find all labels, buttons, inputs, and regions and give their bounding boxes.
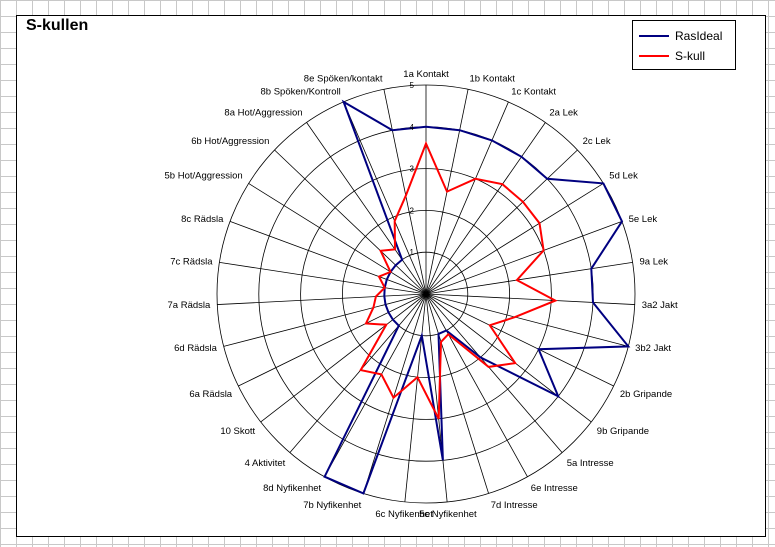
- category-label-7: 9a Lek: [640, 256, 669, 267]
- category-label-21: 6a Rädsla: [189, 389, 232, 400]
- ring-tick-label-4: 4: [410, 123, 415, 132]
- category-label-15: 5c Nyfikenhet: [419, 509, 477, 520]
- category-label-19: 4 Aktivitet: [245, 458, 286, 469]
- legend-label-rasideal: RasIdeal: [675, 29, 723, 43]
- spoke-29: [343, 101, 427, 295]
- ring-tick-label-1: 1: [410, 248, 415, 257]
- spoke-2: [425, 101, 509, 295]
- chart-area[interactable]: [16, 15, 766, 537]
- category-label-26: 5b Hot/Aggression: [165, 171, 243, 182]
- spoke-5: [425, 183, 604, 295]
- spoke-10: [425, 293, 614, 387]
- spoke-27: [274, 149, 427, 295]
- category-label-25: 8c Rädsla: [181, 214, 224, 225]
- legend-item-s-kull: S-kull: [639, 48, 734, 64]
- legend-item-rasideal: RasIdeal: [639, 28, 734, 44]
- spoke-26: [248, 183, 427, 295]
- spoke-9: [425, 293, 629, 347]
- category-label-22: 6d Rädsla: [174, 343, 217, 354]
- category-label-24: 7c Rädsla: [170, 256, 213, 267]
- category-label-4: 2c Lek: [583, 136, 611, 147]
- spoke-21: [238, 293, 427, 387]
- spoke-3: [425, 122, 546, 295]
- spoke-20: [260, 293, 427, 423]
- category-label-18: 8d Nyfikenhet: [263, 483, 321, 494]
- legend[interactable]: RasIdeal S-kull: [632, 20, 736, 70]
- series-line-0: [323, 99, 631, 495]
- ring-tick-label-5: 5: [410, 81, 415, 90]
- spoke-14: [425, 293, 489, 494]
- category-label-10: 2b Gripande: [620, 389, 672, 400]
- legend-line-rasideal: [639, 35, 669, 37]
- radar-web: [216, 84, 636, 504]
- category-labels: 1a Kontakt 1b Kontakt 1c Kontakt 2a Lek 2c L…: [165, 69, 678, 520]
- category-label-29: 8b Spöken/Kontroll: [261, 87, 341, 98]
- spoke-24: [219, 261, 427, 295]
- category-label-0: 1a Kontakt: [403, 69, 449, 80]
- spoke-4: [425, 149, 578, 295]
- legend-line-s-kull: [639, 55, 669, 57]
- ring-tick-labels: 1 2 3 4 5: [410, 81, 415, 257]
- category-label-23: 7a Rädsla: [168, 300, 211, 311]
- category-label-2: 1c Kontakt: [511, 87, 556, 98]
- spoke-11: [425, 293, 592, 423]
- legend-label-s-kull: S-kull: [675, 49, 706, 63]
- category-label-6: 5e Lek: [629, 214, 658, 225]
- category-label-14: 7d Intresse: [491, 500, 538, 511]
- category-label-28: 8a Hot/Aggression: [224, 108, 302, 119]
- spoke-16: [404, 293, 427, 502]
- spoke-8: [425, 293, 635, 305]
- category-label-8: 3a2 Jakt: [642, 300, 678, 311]
- category-label-30: 8e Spöken/kontakt: [304, 73, 383, 84]
- spoke-23: [217, 293, 427, 305]
- category-label-5: 5d Lek: [609, 171, 638, 182]
- spoke-15: [425, 293, 448, 502]
- spoke-17: [363, 293, 427, 494]
- spoke-30: [383, 89, 427, 295]
- spoke-22: [223, 293, 427, 347]
- ring-tick-label-3: 3: [410, 165, 415, 174]
- ring-tick-label-2: 2: [410, 206, 415, 215]
- spoke-12: [425, 293, 563, 453]
- category-label-1: 1b Kontakt: [470, 73, 516, 84]
- category-label-11: 9b Gripande: [597, 426, 649, 437]
- spoke-28: [306, 122, 427, 295]
- spoke-25: [229, 221, 427, 295]
- radar-series: [323, 99, 631, 495]
- category-label-9: 3b2 Jakt: [635, 343, 671, 354]
- category-label-17: 7b Nyfikenhet: [303, 500, 361, 511]
- series-line-1: [359, 140, 558, 420]
- spoke-19: [289, 293, 427, 453]
- chart-title: S-kullen: [26, 17, 89, 34]
- spoke-7: [425, 261, 633, 295]
- category-label-20: 10 Skott: [220, 426, 255, 437]
- spoke-13: [425, 293, 528, 477]
- category-label-3: 2a Lek: [549, 108, 578, 119]
- category-label-16: 6c Nyfikenhet: [375, 509, 433, 520]
- category-label-13: 6e Intresse: [531, 483, 578, 494]
- spoke-18: [324, 293, 427, 477]
- spoke-6: [425, 221, 623, 295]
- category-label-27: 6b Hot/Aggression: [191, 136, 269, 147]
- category-label-12: 5a Intresse: [567, 458, 614, 469]
